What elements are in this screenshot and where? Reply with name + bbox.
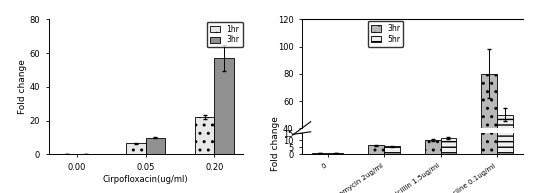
Bar [328, 153, 343, 154]
Bar [328, 181, 343, 183]
Legend: 1hr, 3hr: 1hr, 3hr [206, 22, 243, 47]
Bar [146, 137, 165, 154]
Bar [384, 146, 400, 154]
Bar [425, 140, 440, 154]
Bar [440, 167, 457, 183]
Bar [425, 169, 440, 183]
Bar [215, 58, 234, 154]
Bar [481, 41, 497, 154]
Bar [440, 138, 457, 154]
X-axis label: Cirpofloxacin(ug/ml): Cirpofloxacin(ug/ml) [103, 174, 188, 184]
Bar [368, 145, 384, 154]
Bar [497, 115, 513, 183]
Y-axis label: Fold change: Fold change [271, 116, 280, 171]
Legend: 3hr, 5hr: 3hr, 5hr [368, 21, 404, 47]
Bar [368, 174, 384, 183]
Bar [312, 153, 328, 154]
Bar [481, 74, 497, 183]
Y-axis label: Fold change: Fold change [18, 59, 27, 114]
Bar [312, 181, 328, 183]
Bar [195, 117, 215, 154]
Bar [384, 175, 400, 183]
Bar [126, 143, 146, 154]
Bar [497, 83, 513, 154]
